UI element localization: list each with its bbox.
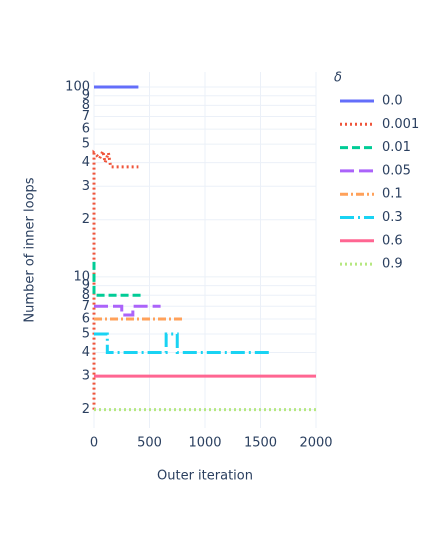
x-tick-label: 1000: [188, 436, 221, 451]
legend-label: 0.01: [382, 140, 411, 155]
x-axis-title: Outer iteration: [157, 469, 253, 484]
series-line: [92, 146, 139, 410]
legend-label: 0.6: [382, 233, 403, 248]
y-tick-label: 9: [82, 278, 90, 293]
x-tick-label: 0: [90, 436, 98, 451]
legend-label: 0.1: [382, 187, 403, 202]
series-line: [94, 332, 272, 354]
legend-label: 0.9: [382, 257, 403, 272]
y-tick-label: 6: [82, 312, 90, 327]
x-tick-label: 2000: [299, 436, 332, 451]
y-tick-label: 9: [82, 88, 90, 103]
y-tick-label: 6: [82, 122, 90, 137]
legend-label: 0.001: [382, 117, 419, 132]
y-tick-label: 2: [82, 212, 90, 227]
y-tick-label: 4: [82, 345, 90, 360]
y-tick-label: 2: [82, 402, 90, 417]
y-tick-label: 3: [82, 369, 90, 384]
series-line: [94, 304, 161, 317]
legend-title: δ: [334, 71, 342, 86]
y-tick-label: 3: [82, 179, 90, 194]
x-tick-label: 500: [137, 436, 162, 451]
legend-label: 0.0: [382, 94, 403, 109]
y-tick-label: 5: [82, 137, 90, 152]
y-axis-title: Number of inner loops: [23, 177, 38, 322]
y-tick-label: 8: [82, 288, 90, 303]
y-tick-label: 5: [82, 327, 90, 342]
y-tick-label: 100: [65, 80, 90, 95]
x-tick-label: 1500: [244, 436, 277, 451]
y-tick-label: 8: [82, 98, 90, 113]
y-tick-label: 10: [73, 269, 90, 284]
y-tick-label: 7: [82, 299, 90, 314]
y-tick-label: 4: [82, 155, 90, 170]
y-tick-label: 7: [82, 109, 90, 124]
legend-label: 0.05: [382, 163, 411, 178]
series-line: [92, 261, 144, 297]
legend-label: 0.3: [382, 210, 403, 225]
